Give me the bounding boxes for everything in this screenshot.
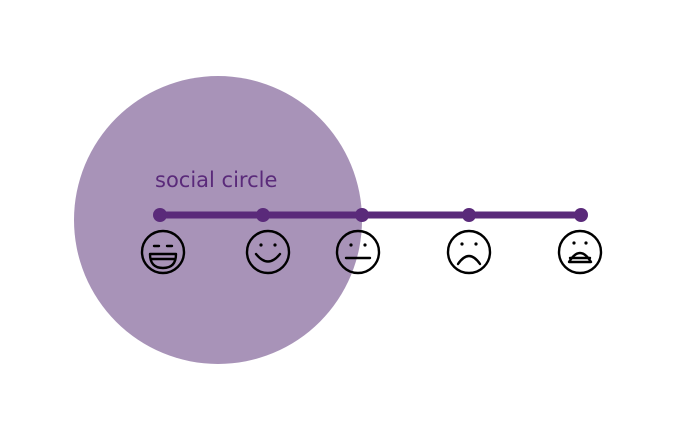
neutral-face-icon bbox=[335, 229, 381, 275]
frown-face-icon bbox=[446, 229, 492, 275]
scale-point-1 bbox=[153, 208, 167, 222]
scale-point-3 bbox=[355, 208, 369, 222]
scale-point-2 bbox=[256, 208, 270, 222]
distressed-face-icon bbox=[557, 229, 603, 275]
scale-point-4 bbox=[462, 208, 476, 222]
scale-points bbox=[153, 208, 588, 222]
smile-face-icon bbox=[245, 229, 291, 275]
social-circle-label: social circle bbox=[155, 168, 277, 192]
big-grin-face-icon bbox=[140, 229, 186, 275]
social-circle-area bbox=[74, 76, 362, 364]
scale-point-5 bbox=[574, 208, 588, 222]
